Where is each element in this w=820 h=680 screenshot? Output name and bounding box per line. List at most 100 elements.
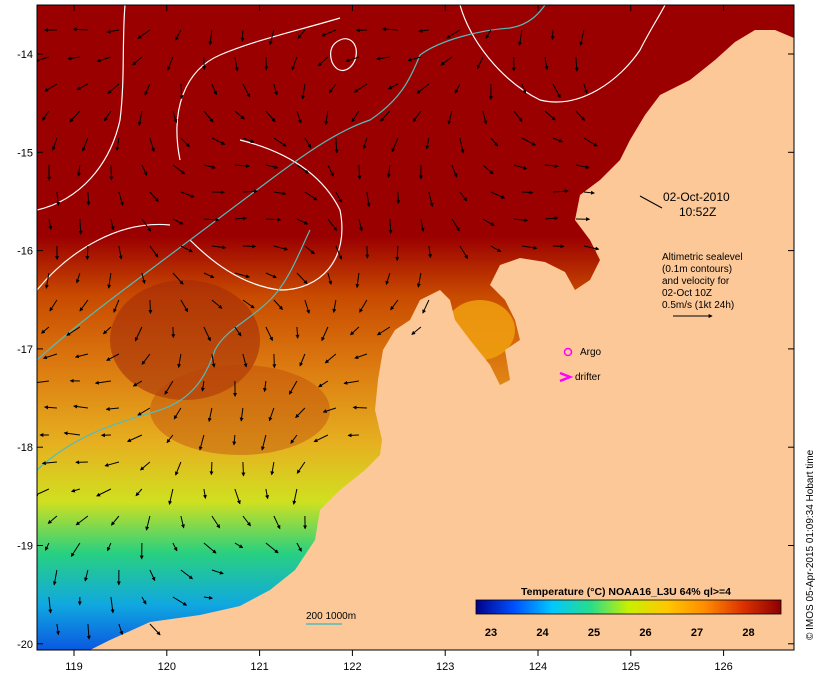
velocity-arrow [74,353,89,359]
sealevel-contours [37,5,666,291]
velocity-arrow [291,56,298,71]
velocity-arrow [387,83,399,90]
velocity-arrow [411,326,422,335]
velocity-arrow [48,596,53,614]
velocity-arrow [105,406,119,411]
velocity-arrow [296,164,310,174]
velocity-arrow [521,137,536,146]
velocity-arrow [82,137,89,152]
velocity-arrow [365,245,370,259]
velocity-arrow [513,218,529,223]
velocity-arrow [362,137,368,150]
velocity-arrow [513,110,523,122]
velocity-arrow [428,245,433,259]
timestamp-pointer [639,195,663,209]
velocity-arrow [171,326,176,339]
colorbar: Temperature (°C) NOAA16_L3U 64% ql>=4 23… [475,586,782,639]
velocity-arrow [273,515,281,530]
velocity-arrow [407,56,422,62]
copyright-credit: © IMOS 05-Apr-2015 01:09:34 Hobart time [805,449,816,640]
colorbar-title: Temperature (°C) NOAA16_L3U 64% ql>=4 [521,586,731,598]
y-tick-label: -17 [17,344,33,356]
velocity-arrow [296,110,302,124]
velocity-arrow [49,299,58,312]
velocity-arrow [203,542,217,554]
velocity-arrow [490,245,502,253]
velocity-arrow [180,299,189,313]
velocity-arrow [110,515,120,526]
velocity-arrow [324,353,337,364]
velocity-arrow [366,191,371,208]
velocity-arrow [211,83,218,96]
timestamp-time: 10:52Z [679,205,716,219]
velocity-arrow [107,542,112,552]
velocity-arrow [211,137,226,145]
velocity-arrow [209,461,214,476]
velocity-arrow [420,218,425,232]
velocity-arrow [242,137,255,144]
x-tick-label: 123 [436,661,454,673]
velocity-arrow [174,461,182,476]
velocity-arrow [304,299,311,314]
velocity-arrow [85,245,90,261]
velocity-arrow [84,569,89,582]
velocity-arrow [139,461,151,471]
x-tick-label: 120 [158,661,176,673]
velocity-arrow [44,405,57,410]
velocity-arrow [296,218,309,225]
velocity-arrow [78,218,83,235]
velocity-arrow [51,137,58,151]
velocity-arrow [173,407,182,420]
colorbar-tick-label: 27 [691,627,703,639]
velocity-arrow [172,164,186,175]
velocity-arrow [242,299,255,309]
y-tick-label: -14 [17,49,33,61]
x-tick-label: 122 [343,661,361,673]
velocity-arrow [141,353,151,365]
velocity-arrow [242,244,257,249]
velocity-arrow [416,272,422,288]
plot-frame [36,4,795,651]
velocity-arrow [270,461,275,476]
velocity-arrow [107,83,120,94]
velocity-arrow [385,272,391,286]
velocity-arrow [167,56,174,71]
velocity-arrow [354,353,368,359]
velocity-arrow [115,137,120,152]
velocity-arrow [574,56,579,72]
velocity-arrow [459,245,469,260]
velocity-arrow [126,434,143,442]
altimetry-note: Altimetric sealevel (0.1m contours) and … [662,252,743,318]
velocity-arrow [376,326,391,336]
velocity-arrow [118,245,123,260]
velocity-arrow [322,407,337,413]
velocity-arrow [357,164,362,180]
velocity-arrow [234,272,250,279]
velocity-arrow [149,191,159,202]
velocity-arrow [332,299,337,313]
velocity-arrow [106,353,120,361]
velocity-arrow [552,189,569,194]
y-tick-label: -18 [17,442,33,454]
velocity-arrow [273,191,287,196]
velocity-arrow [234,488,241,505]
velocity-arrow [203,272,215,279]
velocity-arrow [144,83,151,96]
velocity-arrow [388,218,393,234]
velocity-arrow [265,326,273,342]
velocity-arrow [141,596,147,605]
bathymetry-lines [37,5,546,471]
velocity-arrow [482,110,488,125]
velocity-arrow [301,83,306,100]
velocity-arrow [355,272,360,289]
velocity-arrow [304,245,315,255]
velocity-arrow [203,326,211,342]
velocity-arrow [234,542,244,549]
velocity-arrow [141,272,146,285]
velocity-arrow [451,218,460,232]
colorbar-tick-label: 25 [588,627,600,639]
velocity-arrow [45,542,50,551]
velocity-arrow [482,218,495,226]
velocity-arrow [265,542,279,554]
